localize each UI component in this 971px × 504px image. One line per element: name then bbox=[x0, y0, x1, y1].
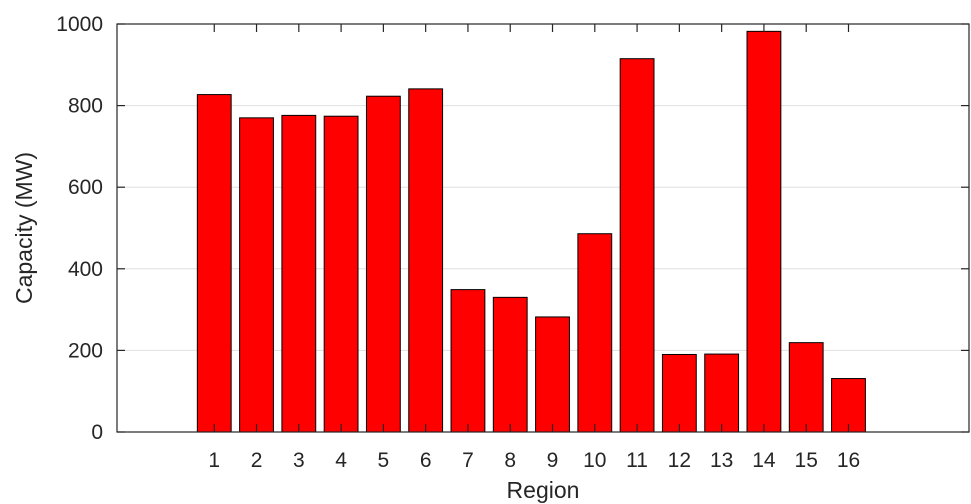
y-tick-label-200: 200 bbox=[68, 339, 103, 362]
bars bbox=[196, 30, 866, 433]
bar-11 bbox=[619, 58, 655, 433]
x-tick-label-10: 10 bbox=[583, 449, 606, 472]
x-tick-label-6: 6 bbox=[420, 449, 432, 472]
x-tick-label-8: 8 bbox=[504, 449, 516, 472]
bar-15 bbox=[788, 342, 824, 433]
bar-16 bbox=[831, 378, 866, 433]
bar-2 bbox=[239, 117, 274, 433]
bar-3 bbox=[281, 114, 317, 433]
bar-9 bbox=[535, 316, 570, 433]
bar-6 bbox=[408, 88, 444, 433]
bar-10 bbox=[577, 233, 613, 433]
x-tick-label-12: 12 bbox=[668, 449, 691, 472]
bar-1 bbox=[196, 94, 232, 433]
y-tick-label-0: 0 bbox=[91, 421, 103, 444]
x-tick-label-7: 7 bbox=[462, 449, 474, 472]
axes bbox=[116, 23, 970, 433]
bar-8 bbox=[492, 296, 528, 433]
bar-5 bbox=[365, 95, 401, 433]
bar-14 bbox=[746, 30, 782, 433]
bar-13 bbox=[704, 353, 740, 433]
x-tick-label-4: 4 bbox=[335, 449, 347, 472]
x-axis-label: Region bbox=[507, 477, 580, 503]
y-tick-label-800: 800 bbox=[68, 95, 103, 118]
y-tick-label-1000: 1000 bbox=[56, 13, 103, 36]
x-tick-label-2: 2 bbox=[251, 449, 263, 472]
x-tick-label-3: 3 bbox=[293, 449, 305, 472]
x-tick-label-11: 11 bbox=[626, 449, 648, 472]
bar-4 bbox=[323, 115, 359, 433]
y-axis-label: Capacity (MW) bbox=[11, 152, 37, 304]
x-tick-label-14: 14 bbox=[752, 449, 776, 472]
bar-7 bbox=[450, 289, 486, 433]
x-tick-label-5: 5 bbox=[378, 449, 390, 472]
plot-area-border bbox=[116, 23, 970, 433]
x-tick-label-16: 16 bbox=[837, 449, 860, 472]
bar-12 bbox=[661, 353, 697, 433]
x-tick-label-15: 15 bbox=[795, 449, 818, 472]
x-tick-label-9: 9 bbox=[547, 449, 559, 472]
y-tick-label-600: 600 bbox=[68, 176, 103, 199]
y-axis-ticks: 0 200 400 600 800 1000 bbox=[56, 13, 969, 444]
x-tick-label-1: 1 bbox=[208, 449, 220, 472]
x-axis-ticks: 1 2 3 4 5 6 7 8 9 10 11 12 13 14 15 16 bbox=[208, 24, 860, 472]
y-tick-label-400: 400 bbox=[68, 258, 103, 281]
x-tick-label-13: 13 bbox=[710, 449, 733, 472]
